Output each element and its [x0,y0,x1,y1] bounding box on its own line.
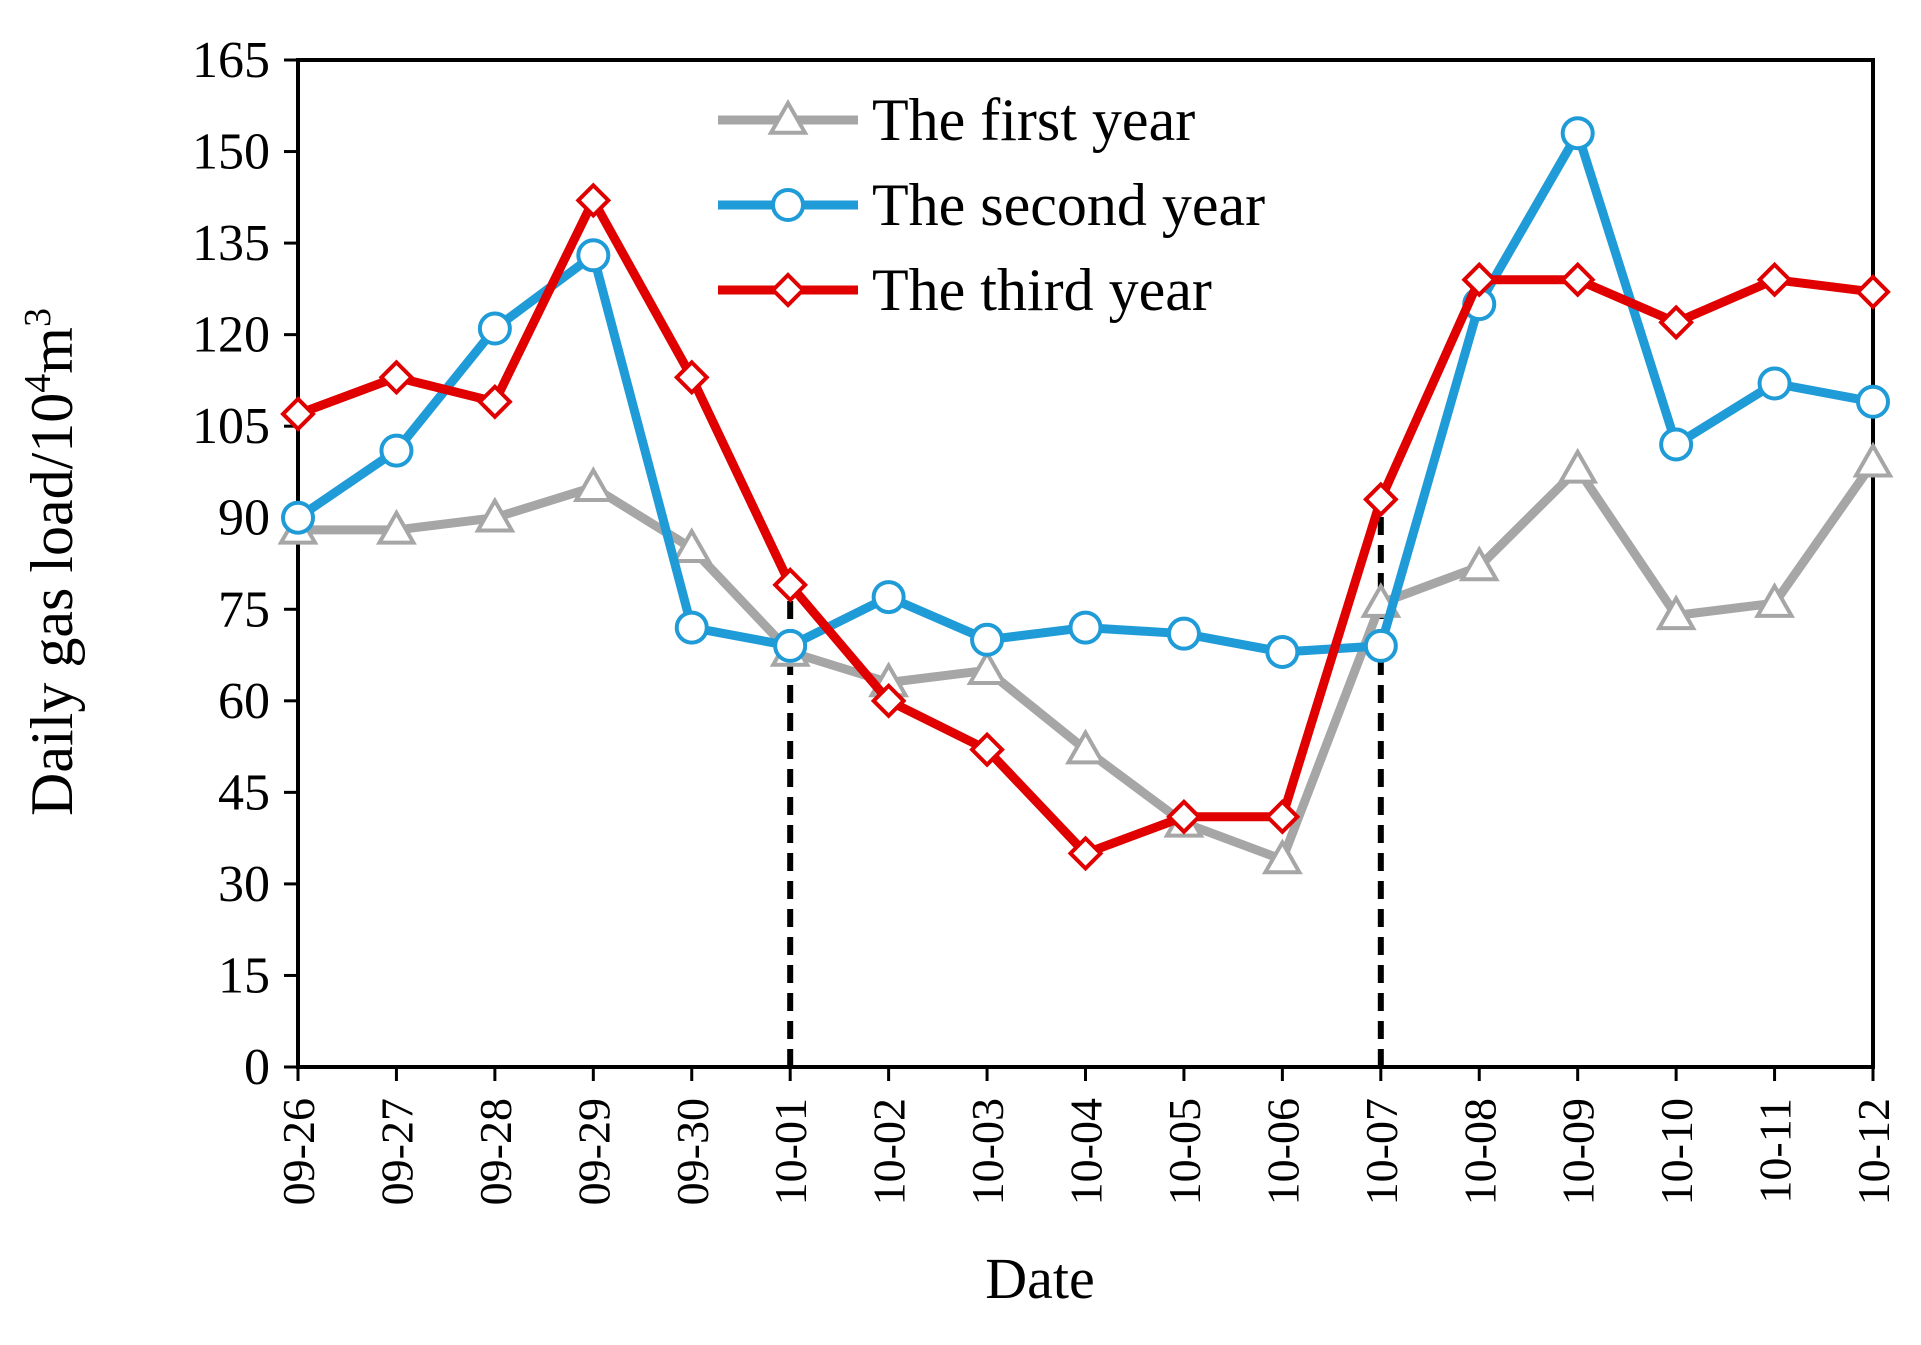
data-point [281,500,315,535]
x-tick-label: 10-06 [1257,1098,1308,1205]
series-3 [280,182,1891,872]
data-point [1261,838,1303,875]
x-tick-label: 09-29 [568,1098,619,1205]
data-point [1068,610,1103,645]
data-point [773,628,808,663]
data-point [375,508,417,545]
data-point [1264,798,1301,835]
y-tick-label: 30 [218,856,270,913]
data-point [1265,634,1300,669]
data-point [671,527,713,563]
y-tick-label: 75 [218,581,270,638]
data-point [280,396,316,432]
data-point [1166,616,1201,651]
data-point [674,610,709,645]
data-point [1559,261,1596,298]
data-point [1363,628,1398,663]
y-tick-label: 45 [218,764,270,821]
data-point [1166,798,1202,835]
y-axis-title: Daily gas load/104m3 [17,308,85,816]
x-tick-label: 10-09 [1553,1098,1604,1205]
data-point [772,567,809,603]
data-point [572,466,614,502]
data-point [1655,594,1697,631]
y-tick-label: 15 [218,947,270,1004]
x-tick-label: 09-27 [371,1098,422,1205]
series-line [298,460,1877,864]
data-point [1560,116,1595,151]
data-point [477,383,513,420]
data-point [379,433,414,468]
y-tick-label: 120 [192,307,270,364]
data-point [1856,384,1890,419]
y-tick-label: 60 [218,673,270,730]
data-point [1757,366,1792,401]
legend-marker [771,188,805,222]
data-point [871,580,906,615]
y-tick-label: 150 [192,124,270,181]
legend-label: The second year [872,172,1265,238]
x-tick-label: 10-07 [1356,1098,1407,1205]
data-point [1659,427,1694,462]
x-tick-label: 10-02 [864,1098,915,1205]
y-tick-label: 90 [218,490,270,547]
data-point [1855,274,1891,310]
y-tick-label: 0 [244,1039,270,1096]
legend: The first year The second year The third y… [718,87,1265,323]
x-tick-label: 09-26 [273,1098,324,1205]
data-point [1065,728,1106,765]
data-point [378,359,415,396]
data-point [575,182,612,219]
x-tick-label: 10-08 [1454,1098,1505,1205]
data-point [1658,304,1694,341]
data-point [1557,447,1599,484]
data-point [576,238,611,273]
x-tick-label: 10-01 [765,1098,816,1205]
data-point [1756,261,1793,298]
data-point [1754,582,1796,618]
legend-marker [770,272,806,308]
data-point [1458,545,1500,582]
y-tick-label: 135 [192,215,270,272]
y-tick-label: 105 [192,398,270,455]
data-point [969,731,1005,768]
x-tick-label: 10-03 [962,1098,1013,1205]
data-point [477,311,512,346]
x-tick-label: 10-04 [1061,1098,1112,1205]
x-axis-title: Date [985,1246,1095,1311]
data-point [870,682,907,719]
x-tick-label: 10-11 [1750,1098,1801,1204]
data-point [673,359,710,396]
data-point [970,622,1005,657]
x-tick-label: 09-30 [667,1098,718,1205]
data-point [1067,835,1104,872]
legend-marker [767,98,809,135]
legend-label: The third year [872,257,1212,323]
series-1 [277,441,1894,875]
data-point [966,649,1008,686]
legend-label: The first year [872,87,1195,153]
x-tick-label: 10-12 [1848,1098,1899,1205]
series-2 [281,116,1890,669]
x-tick-label: 10-10 [1651,1098,1702,1205]
data-point [474,496,516,533]
data-point [1362,481,1399,518]
y-tick-label: 165 [192,32,270,89]
data-point [1852,441,1894,478]
data-point [1461,261,1498,298]
x-tick-label: 09-28 [470,1098,521,1205]
x-tick-label: 10-05 [1159,1098,1210,1205]
